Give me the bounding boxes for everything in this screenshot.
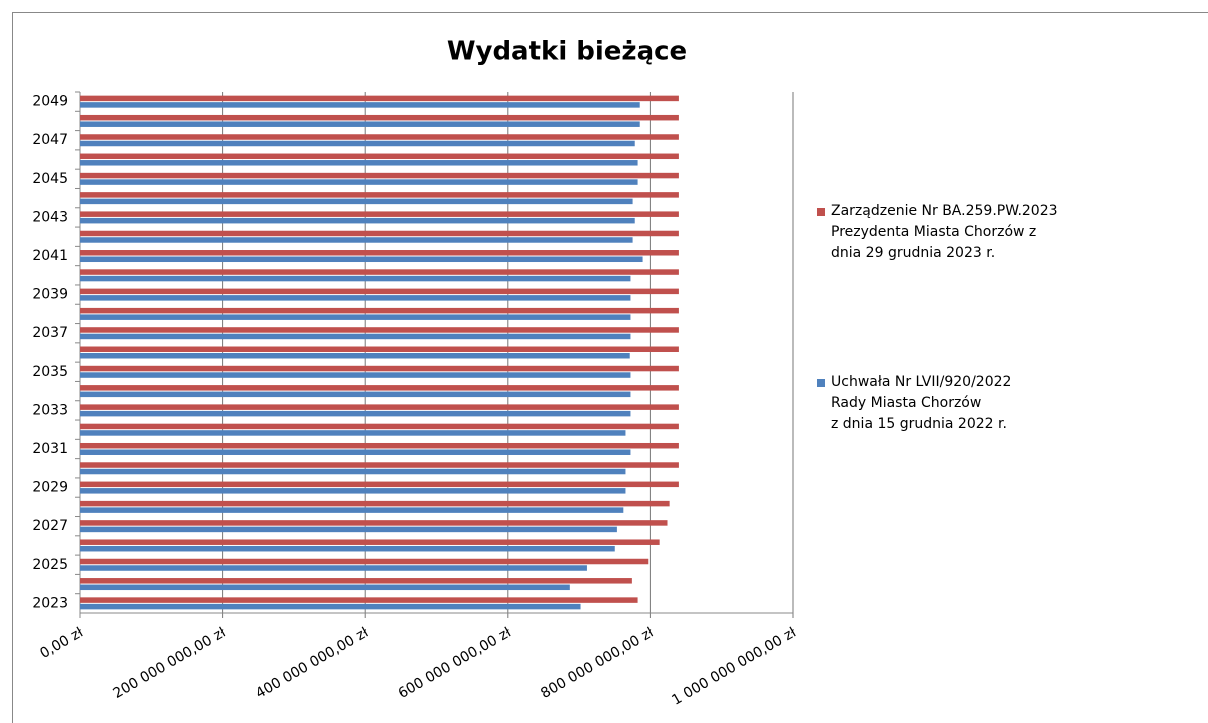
- legend-label: Zarządzenie Nr BA.259.PW.2023 Prezydenta…: [831, 203, 1058, 261]
- bar: [80, 584, 570, 591]
- bar: [80, 468, 626, 475]
- bar: [80, 269, 679, 275]
- bar: [80, 481, 679, 488]
- bar: [80, 423, 679, 430]
- bar: [80, 288, 679, 295]
- y-tick-label: 2037: [32, 325, 68, 341]
- bar: [80, 121, 640, 127]
- y-tick-label: 2035: [32, 364, 68, 380]
- bar: [80, 391, 631, 398]
- legend-label: Uchwała Nr LVII/920/2022 Rady Miasta Cho…: [831, 374, 1012, 432]
- bar: [80, 160, 638, 166]
- bar: [80, 526, 617, 533]
- y-tick-label: 2025: [32, 557, 68, 573]
- legend-swatch: [817, 379, 825, 387]
- x-tick-label: 800 000 000,00 zł: [538, 625, 656, 702]
- bar: [80, 365, 679, 372]
- bar: [80, 102, 640, 108]
- bar: [80, 353, 630, 359]
- bar: [80, 217, 635, 224]
- bar: [80, 346, 679, 352]
- y-tick-label: 2047: [32, 132, 68, 148]
- bar: [80, 442, 679, 449]
- bar: [80, 256, 643, 263]
- x-tick-label: 400 000 000,00 zł: [253, 625, 371, 702]
- bar: [80, 192, 679, 198]
- y-tick-label: 2023: [32, 595, 68, 611]
- bar: [80, 179, 638, 185]
- x-tick-label: 600 000 000,00 zł: [396, 625, 514, 702]
- chart-title: Wydatki bieżące: [447, 37, 687, 67]
- chart-frame: [12, 12, 1208, 723]
- bar: [80, 578, 632, 584]
- bar: [80, 372, 631, 378]
- bar: [80, 211, 679, 217]
- y-tick-label: 2041: [32, 248, 68, 264]
- bar: [80, 430, 626, 436]
- bar: [80, 500, 670, 507]
- bar: [80, 134, 679, 140]
- bar: [80, 404, 679, 410]
- bar: [80, 597, 638, 603]
- bar: [80, 172, 679, 179]
- bar: [80, 140, 635, 147]
- bar: [80, 565, 587, 571]
- bar: [80, 307, 679, 314]
- x-tick-label: 1 000 000 000,00 zł: [669, 625, 799, 709]
- bar: [80, 449, 631, 455]
- bar: [80, 95, 679, 102]
- bar: [80, 295, 631, 301]
- bar: [80, 198, 633, 205]
- bar: [80, 558, 649, 565]
- bar: [80, 410, 631, 417]
- bar: [80, 507, 624, 513]
- y-tick-label: 2031: [32, 441, 68, 457]
- y-tick-label: 2043: [32, 209, 68, 225]
- y-tick-label: 2039: [32, 287, 68, 303]
- x-tick-label: 200 000 000,00 zł: [111, 625, 229, 702]
- y-tick-label: 2045: [32, 171, 68, 187]
- bar: [80, 545, 615, 552]
- bar: [80, 114, 679, 121]
- bar: [80, 250, 679, 256]
- bar: [80, 385, 679, 391]
- y-tick-label: 2027: [32, 518, 68, 534]
- y-tick-label: 2029: [32, 480, 68, 496]
- bar: [80, 603, 581, 610]
- bar: [80, 275, 631, 282]
- bar: [80, 333, 631, 340]
- y-tick-label: 2033: [32, 402, 68, 418]
- bar: [80, 153, 679, 160]
- bar: [80, 314, 631, 320]
- bar: [80, 462, 679, 468]
- bar: [80, 488, 626, 494]
- bar: [80, 539, 660, 545]
- bar: [80, 230, 679, 237]
- bar: [80, 520, 668, 526]
- legend-swatch: [817, 208, 825, 216]
- bar: [80, 327, 679, 333]
- y-tick-label: 2049: [32, 94, 68, 110]
- x-tick-label: 0,00 zł: [37, 625, 86, 662]
- bar: [80, 237, 633, 243]
